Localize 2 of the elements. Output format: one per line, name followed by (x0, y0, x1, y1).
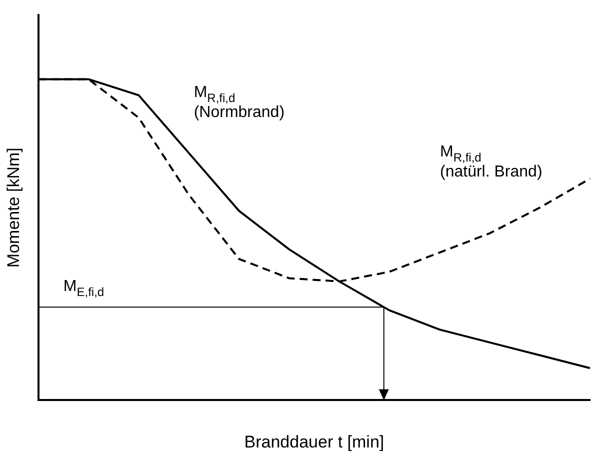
y-axis-title: Momente [kNm] (4, 148, 23, 268)
x-axis-title: Branddauer t [min] (244, 432, 384, 452)
